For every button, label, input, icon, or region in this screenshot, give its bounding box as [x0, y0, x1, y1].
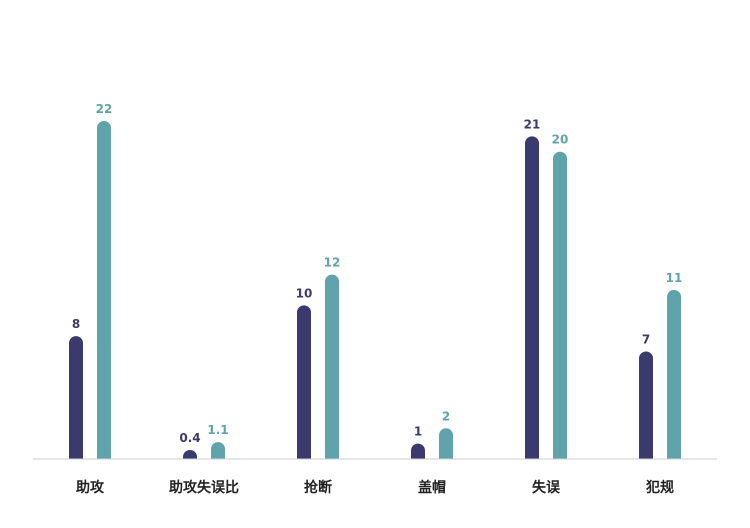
category-label-2: 抢断 [304, 479, 332, 496]
bar-5-series-0 [639, 351, 654, 459]
bar-5-series-1 [667, 290, 681, 459]
bar-1-series-1 [211, 442, 225, 459]
value-label-3-series-0: 1 [414, 425, 422, 439]
bar-3-series-1 [439, 428, 453, 459]
value-label-4-series-1: 20 [552, 133, 569, 147]
category-label-4: 失误 [532, 479, 561, 496]
bar-0-series-1 [97, 121, 111, 459]
category-label-5: 犯规 [645, 479, 674, 496]
value-label-2-series-0: 10 [296, 286, 313, 300]
value-label-4-series-0: 21 [524, 117, 541, 131]
bar-4-series-0 [525, 136, 539, 459]
bar-4-series-1 [553, 151, 567, 459]
category-label-3: 盖帽 [418, 479, 446, 496]
bar-2-series-0 [297, 305, 311, 459]
category-labels-layer: 助攻 助攻失误比 抢断 盖帽 失误 犯规 [76, 479, 674, 496]
category-label-1: 助攻失误比 [169, 479, 239, 496]
value-label-1-series-0: 0.4 [179, 431, 200, 445]
category-label-0: 助攻 [76, 479, 105, 496]
value-label-3-series-1: 2 [442, 409, 450, 423]
bar-1-series-0 [183, 450, 197, 459]
value-label-5-series-1: 11 [666, 271, 683, 285]
value-label-1-series-1: 1.1 [207, 423, 228, 437]
value-label-0-series-1: 22 [96, 102, 113, 116]
value-label-5-series-0: 7 [642, 332, 650, 346]
bar-2-series-1 [325, 274, 339, 459]
bar-3-series-0 [411, 443, 425, 459]
bar-0-series-0 [69, 336, 83, 459]
value-label-0-series-0: 8 [72, 317, 80, 331]
value-label-2-series-1: 12 [324, 256, 341, 270]
bars-layer [69, 121, 681, 459]
